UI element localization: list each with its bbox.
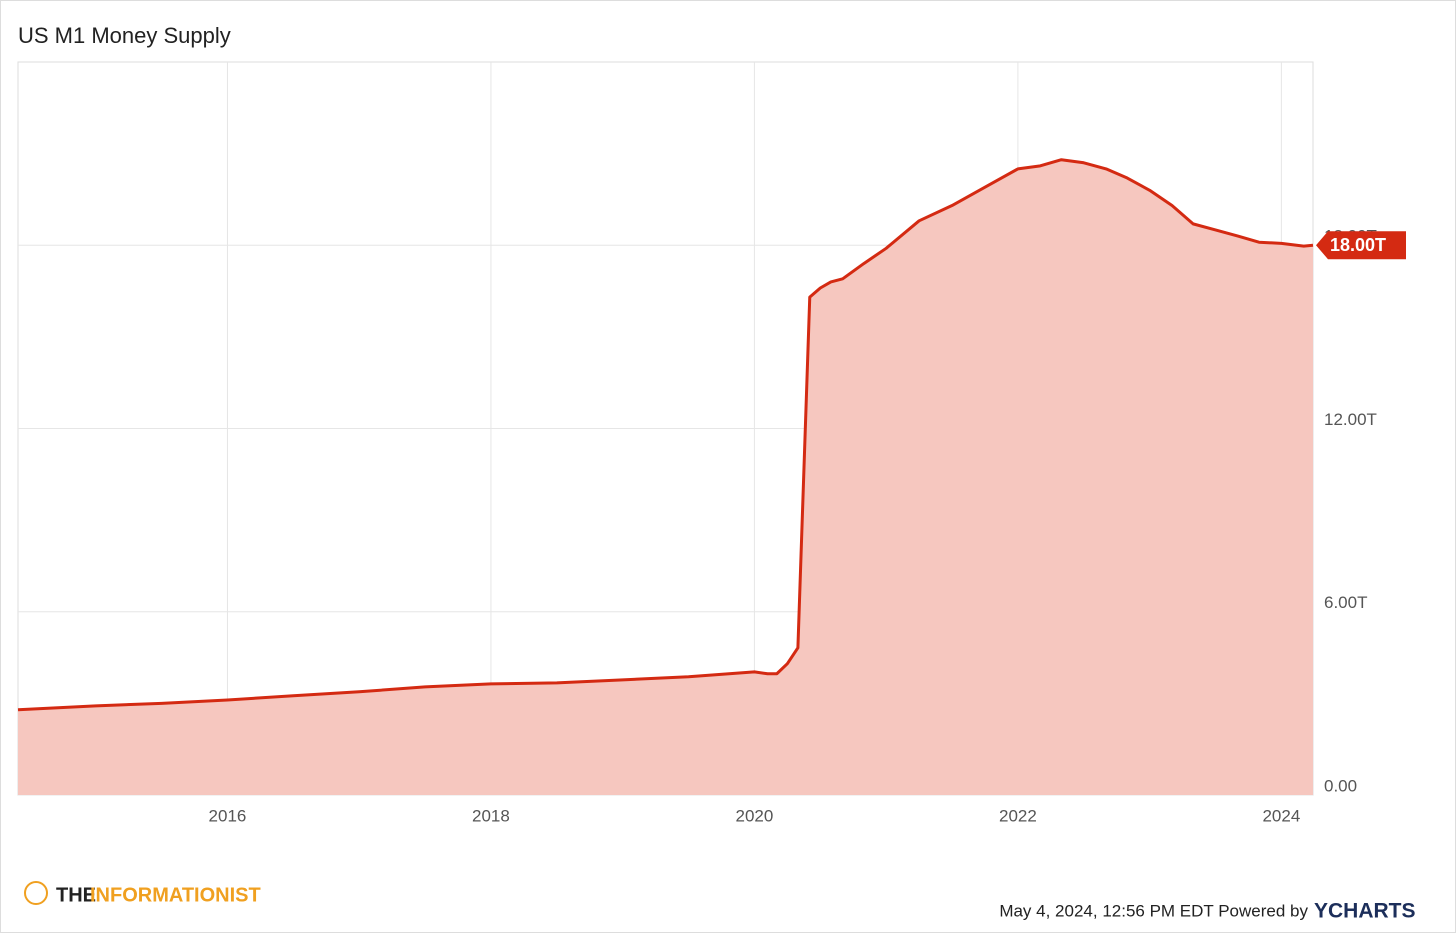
brand-second: INFORMATIONIST [90, 884, 261, 906]
x-tick-label: 2018 [472, 806, 510, 825]
y-tick-label: 6.00T [1324, 593, 1367, 612]
line [17, 158, 1314, 712]
chart-title: US M1 Money Supply [18, 23, 231, 48]
y-tick-label: 0.00 [1324, 776, 1357, 795]
x-tick-label: 2016 [209, 806, 247, 825]
brand-icon [24, 881, 48, 905]
x-tick-label: 2020 [736, 806, 774, 825]
brand-first: THE [56, 884, 96, 906]
x-tick-label: 2024 [1262, 806, 1300, 825]
plot: 2016 2018 2020 2022 2024 0.00 6.00T 12.00T 18.00… [17, 61, 1406, 825]
provider: YCHARTS [1314, 900, 1416, 923]
x-tick-label: 2022 [999, 806, 1037, 825]
y-tick-label: 12.00T [1324, 410, 1377, 429]
area [18, 159, 1313, 795]
timestamp: May 4, 2024, 12:56 PM EDT Powered by [999, 901, 1308, 920]
value-flag [1316, 231, 1406, 260]
value-label: 18.00T [1330, 235, 1386, 255]
